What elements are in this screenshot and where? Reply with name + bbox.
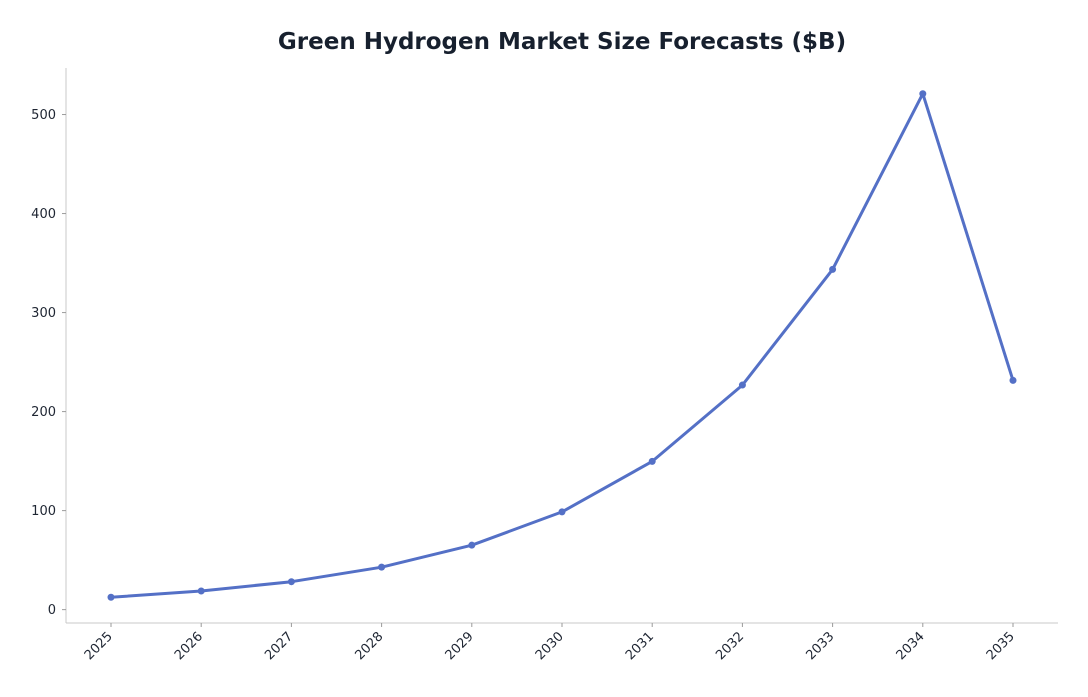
x-tick-label: 2030 — [533, 629, 567, 663]
chart-title: Green Hydrogen Market Size Forecasts ($B… — [278, 29, 846, 55]
y-tick-label: 300 — [31, 306, 56, 321]
x-tick-label: 2034 — [894, 629, 928, 663]
x-tick-label: 2035 — [984, 629, 1018, 663]
x-tick-label: 2027 — [262, 629, 296, 663]
data-point — [378, 563, 386, 571]
x-axis-ticks: 2025 2026 2027 2028 2029 2030 2031 2032 2033 2034… — [82, 623, 1018, 663]
data-point — [919, 90, 927, 98]
x-tick-label: 2033 — [803, 629, 837, 663]
series-line — [109, 92, 1015, 599]
data-point — [829, 265, 837, 273]
x-tick-label: 2029 — [443, 629, 477, 663]
y-tick-label: 200 — [31, 405, 56, 420]
data-point — [648, 457, 656, 465]
data-point — [287, 578, 295, 586]
x-tick-label: 2026 — [172, 629, 206, 663]
data-point — [107, 593, 115, 601]
data-point — [738, 381, 746, 389]
series-layer — [107, 90, 1017, 601]
y-axis-ticks: 0 100 200 300 400 500 — [31, 108, 66, 618]
x-tick-label: 2025 — [82, 629, 116, 663]
data-point — [468, 541, 476, 549]
x-tick-label: 2032 — [713, 629, 747, 663]
data-point — [558, 508, 566, 516]
x-tick-label: 2031 — [623, 629, 657, 663]
y-tick-label: 100 — [31, 504, 56, 519]
y-tick-label: 500 — [31, 108, 56, 123]
y-tick-label: 0 — [48, 603, 56, 618]
data-point — [197, 587, 205, 595]
data-point — [1009, 376, 1017, 384]
x-tick-label: 2028 — [352, 629, 386, 663]
y-tick-label: 400 — [31, 207, 56, 222]
